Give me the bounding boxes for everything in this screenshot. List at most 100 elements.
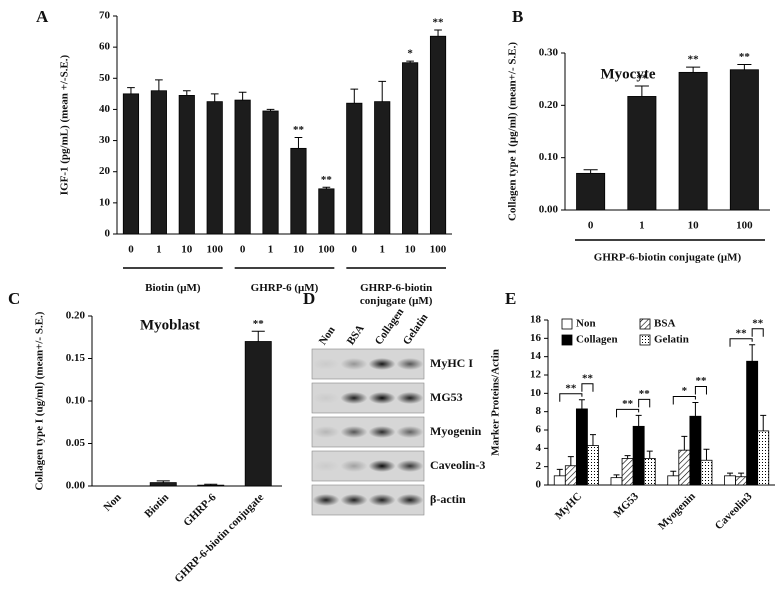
x-tick-label: 10: [405, 244, 417, 256]
y-axis-label: Collagen type I (μg/ml) (mean+/- S.E.): [507, 42, 519, 221]
bar: [678, 449, 691, 486]
error-bar: [727, 472, 734, 476]
y-tick-label: 12: [530, 369, 542, 381]
group-label-box: GHRP-6-biotin conjugate (μM): [360, 282, 433, 307]
error-bar: [556, 468, 563, 476]
significance-label: *: [407, 48, 413, 60]
bar: [729, 69, 759, 211]
x-tick-label: 100: [430, 244, 447, 256]
y-tick-label: 0.10: [539, 151, 559, 163]
y-tick-label: 0.20: [66, 310, 86, 322]
x-tick-label: GHRP-6-biotin conjugate: [172, 491, 266, 585]
error-bar: [294, 136, 303, 149]
y-tick-label: 18: [530, 314, 542, 326]
x-tick-label: MyHC: [553, 490, 584, 521]
significance-label: **: [688, 54, 700, 66]
x-tick-label: GHRP-6: [181, 491, 219, 529]
error-bar: [583, 169, 598, 174]
y-tick-label: 16: [530, 332, 542, 344]
error-bar: [155, 79, 163, 91]
legend-label: BSA: [654, 318, 675, 330]
x-tick-label: 0: [588, 220, 594, 232]
y-tick-label: 14: [530, 350, 542, 362]
legend-label: Collagen: [576, 334, 618, 346]
bar: [290, 147, 307, 235]
bar: [150, 90, 167, 235]
y-tick-label: 8: [536, 405, 542, 417]
bar: [610, 477, 623, 486]
x-tick-label: 10: [293, 244, 305, 256]
error-bar: [670, 470, 677, 476]
y-axis-label: Marker Proteins/Actin: [490, 349, 502, 456]
significance-label: **: [739, 51, 751, 63]
bar: [178, 95, 195, 235]
x-tick-label: 1: [639, 220, 645, 232]
y-tick-label: 10: [99, 196, 111, 208]
panel-label: C: [8, 289, 20, 308]
legend-swatch: [639, 318, 651, 330]
y-tick-label: 40: [99, 103, 111, 115]
error-bar: [204, 483, 218, 486]
blot-band: [312, 392, 340, 404]
panel-label: E: [505, 289, 516, 308]
error-bar: [434, 29, 442, 37]
y-tick-label: 0: [536, 479, 542, 491]
y-tick-label: 70: [99, 10, 111, 22]
panel-label: D: [303, 289, 315, 308]
error-bar: [322, 186, 331, 189]
significance-bracket: [751, 328, 764, 337]
significance-label: **: [253, 318, 265, 330]
group-label: Biotin (μM): [145, 282, 201, 294]
significance-bracket: [638, 398, 651, 408]
significance-label: **: [582, 372, 594, 384]
bar: [576, 172, 606, 211]
error-bar: [378, 80, 387, 102]
blot-band: [312, 494, 340, 506]
bar: [735, 476, 748, 486]
error-bar: [738, 472, 745, 477]
group-label-box: Biotin (μM): [145, 282, 201, 294]
chart-title: Myoblast: [140, 317, 200, 333]
bar: [587, 445, 599, 486]
lane-label: Non: [317, 324, 338, 347]
bar: [689, 415, 702, 486]
blot-band: [396, 460, 424, 472]
band-label: MG53: [430, 390, 463, 404]
significance-label: **: [565, 382, 577, 394]
bar: [724, 475, 736, 486]
blot-band: [340, 460, 368, 472]
y-tick-label: 0: [105, 228, 111, 240]
x-tick-label: 1: [156, 244, 162, 256]
x-tick-label: 10: [181, 244, 193, 256]
legend-label: Non: [576, 318, 596, 330]
group-label: GHRP-6 (μM): [250, 282, 319, 294]
blot-band: [312, 358, 340, 370]
bar: [575, 408, 588, 486]
error-bar: [406, 60, 414, 63]
bar: [678, 71, 708, 211]
x-tick-label: 0: [128, 244, 134, 256]
bar: [234, 99, 251, 235]
significance-label: **: [622, 398, 634, 410]
significance-label: **: [293, 124, 305, 136]
y-tick-label: 10: [530, 387, 542, 399]
error-bar: [737, 64, 752, 70]
bar: [632, 425, 645, 486]
significance-label: **: [639, 388, 651, 400]
error-bar: [681, 435, 688, 451]
x-tick-label: 100: [736, 220, 753, 232]
error-bar: [251, 330, 265, 342]
error-bar: [686, 66, 701, 73]
x-axis-label: GHRP-6-biotin conjugate (μM): [594, 252, 742, 264]
lane-label: Gelatin: [401, 312, 431, 347]
bar: [262, 110, 279, 235]
band-label: β-actin: [430, 492, 466, 506]
x-tick-label: Non: [101, 491, 123, 513]
blot-band: [340, 392, 368, 404]
panel-label: B: [512, 7, 523, 26]
error-bar: [156, 480, 170, 483]
y-axis-label: IGF-1 (pg/mL) (mean +/-S.E.): [59, 54, 71, 195]
significance-bracket: [581, 383, 594, 392]
bar: [244, 341, 272, 487]
